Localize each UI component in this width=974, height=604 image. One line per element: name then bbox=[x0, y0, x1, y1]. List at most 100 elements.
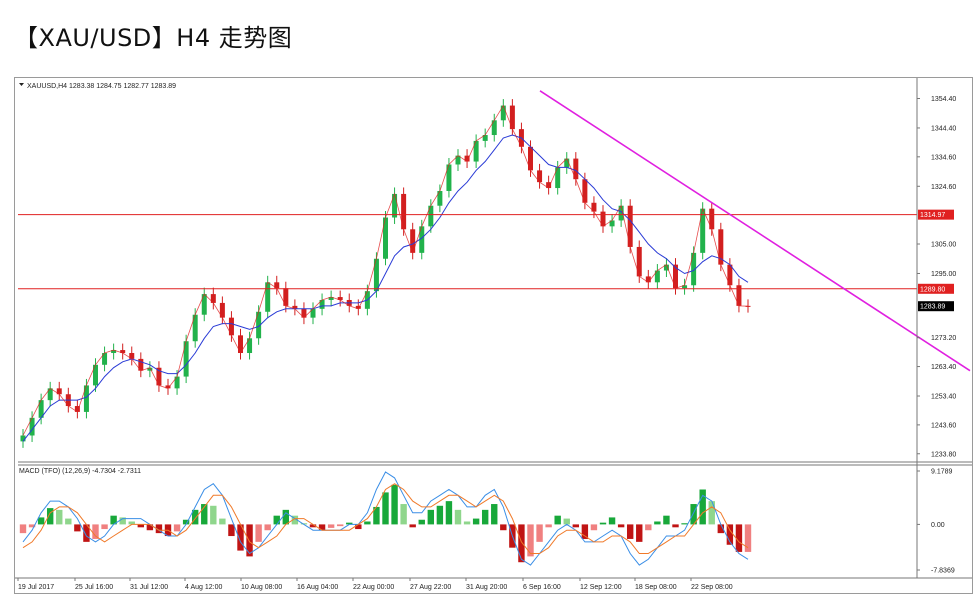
candle-body bbox=[437, 190, 443, 206]
candle-body bbox=[111, 350, 117, 354]
price-tick-label: 1253.40 bbox=[931, 394, 956, 401]
price-tick-label: 1305.00 bbox=[931, 242, 956, 249]
price-tick-label: 1344.40 bbox=[931, 125, 956, 132]
price-tick-label: 1295.00 bbox=[931, 271, 956, 278]
candle-body bbox=[555, 167, 561, 189]
macd-histogram-bar bbox=[391, 484, 398, 525]
time-tick-label: 18 Sep 08:00 bbox=[635, 584, 677, 591]
candle-body bbox=[682, 285, 688, 289]
macd-histogram-bar bbox=[210, 505, 217, 525]
macd-histogram-bar bbox=[382, 492, 389, 525]
candle-body bbox=[20, 435, 26, 442]
macd-histogram-bar bbox=[472, 518, 480, 525]
macd-histogram-bar bbox=[373, 506, 380, 525]
macd-histogram-bar bbox=[654, 521, 661, 525]
candle-body bbox=[528, 146, 533, 171]
candle-body bbox=[473, 140, 479, 162]
candle-body bbox=[591, 202, 597, 212]
macd-histogram-bar bbox=[110, 515, 117, 525]
candle-body bbox=[93, 364, 98, 386]
candle-body bbox=[201, 294, 207, 315]
macd-tick-label: 0.00 bbox=[931, 522, 945, 529]
candle-body bbox=[428, 205, 434, 227]
macd-histogram-bar bbox=[336, 524, 344, 527]
candle-body bbox=[183, 341, 189, 377]
price-tick-label: 1354.40 bbox=[931, 96, 956, 103]
macd-signal-line bbox=[22, 483, 749, 554]
price-axis: 1354.40 1344.40 1334.60 1324.60 1305.00 1295.… bbox=[916, 78, 956, 578]
candle-body bbox=[156, 367, 162, 386]
macd-histogram-bar bbox=[119, 517, 126, 525]
macd-histogram-bar bbox=[527, 524, 534, 557]
macd-histogram-bar bbox=[563, 518, 570, 525]
price-header-readout: XAUUSD,H4 1283.38 1284.75 1282.77 1283.8… bbox=[27, 83, 176, 90]
macd-histogram-bar bbox=[536, 524, 543, 542]
candle-body bbox=[509, 105, 515, 130]
macd-histogram-bar bbox=[663, 515, 670, 525]
candle-body bbox=[219, 302, 225, 318]
price-chart[interactable]: XAUUSD,H4 1283.38 1284.75 1282.77 1283.8… bbox=[18, 83, 972, 463]
candle-body bbox=[383, 217, 388, 259]
candle-body bbox=[174, 376, 180, 389]
candle-body bbox=[564, 158, 570, 168]
macd-histogram-bar bbox=[744, 524, 752, 552]
macd-histogram-bar bbox=[327, 524, 335, 528]
macd-histogram-bar bbox=[463, 521, 471, 525]
candle-body bbox=[38, 400, 44, 418]
candle-body bbox=[319, 299, 325, 309]
macd-histogram-bar bbox=[346, 522, 353, 525]
macd-histogram-bar bbox=[173, 524, 181, 532]
macd-line bbox=[22, 471, 749, 566]
candle-body bbox=[301, 308, 307, 318]
macd-histogram-bar bbox=[500, 524, 507, 531]
candle-body bbox=[464, 155, 470, 162]
candle-body bbox=[283, 288, 289, 306]
candle-body bbox=[238, 335, 243, 354]
macd-histogram-bar bbox=[599, 522, 607, 525]
macd-histogram-bar bbox=[554, 515, 561, 525]
time-tick-label: 4 Aug 12:00 bbox=[185, 584, 222, 591]
macd-histogram-bar bbox=[92, 524, 99, 539]
macd-histogram-bar bbox=[300, 523, 308, 525]
time-tick-label: 22 Sep 08:00 bbox=[691, 584, 733, 591]
macd-histogram-bar bbox=[400, 504, 407, 525]
price-tick-label: 1243.60 bbox=[931, 422, 956, 429]
candle-body bbox=[401, 193, 407, 230]
candle-body bbox=[310, 308, 316, 318]
time-axis: 19 Jul 2017 25 Jul 16:00 31 Jul 12:00 4 Aug… bbox=[15, 577, 972, 591]
macd-histogram-bar bbox=[291, 515, 299, 525]
level-price-badge bbox=[918, 209, 954, 220]
candle-body bbox=[328, 297, 334, 300]
candle-body bbox=[83, 385, 89, 412]
candle-body bbox=[392, 193, 398, 218]
candle-body bbox=[56, 388, 62, 395]
price-tick-label: 1324.60 bbox=[931, 184, 956, 191]
candle-body bbox=[256, 311, 262, 339]
macd-histogram-bar bbox=[481, 509, 489, 525]
candle-body bbox=[147, 367, 153, 371]
chart-frame[interactable]: XAUUSD,H4 1283.38 1284.75 1282.77 1283.8… bbox=[14, 77, 973, 594]
macd-histogram-bar bbox=[418, 519, 425, 525]
candle-body bbox=[129, 353, 135, 359]
candle-body bbox=[419, 226, 425, 253]
macd-histogram-bar bbox=[201, 504, 208, 525]
macd-subchart[interactable]: MACD (TFO) (12,26,9) -4.7304 -2.7311 bbox=[18, 464, 972, 566]
candle-body bbox=[718, 229, 724, 265]
macd-histogram-bar bbox=[445, 501, 453, 525]
chart-canvas[interactable]: XAUUSD,H4 1283.38 1284.75 1282.77 1283.8… bbox=[15, 78, 972, 593]
macd-histogram-bar bbox=[427, 509, 435, 525]
candle-body bbox=[627, 205, 633, 247]
candle-body bbox=[120, 350, 126, 354]
macd-histogram-bar bbox=[681, 523, 688, 525]
macd-histogram-bar bbox=[137, 524, 145, 528]
macd-histogram-bar bbox=[28, 524, 36, 528]
candle-body bbox=[165, 385, 171, 389]
candle-body bbox=[573, 158, 579, 180]
macd-histogram-bar bbox=[608, 517, 616, 525]
macd-histogram-bar bbox=[409, 524, 416, 528]
macd-histogram-bar bbox=[491, 504, 498, 525]
macd-histogram-bar bbox=[590, 524, 598, 531]
candle-body bbox=[618, 205, 624, 221]
macd-tick-label: -7.8369 bbox=[931, 568, 955, 575]
time-tick-label: 16 Aug 04:00 bbox=[297, 584, 338, 591]
